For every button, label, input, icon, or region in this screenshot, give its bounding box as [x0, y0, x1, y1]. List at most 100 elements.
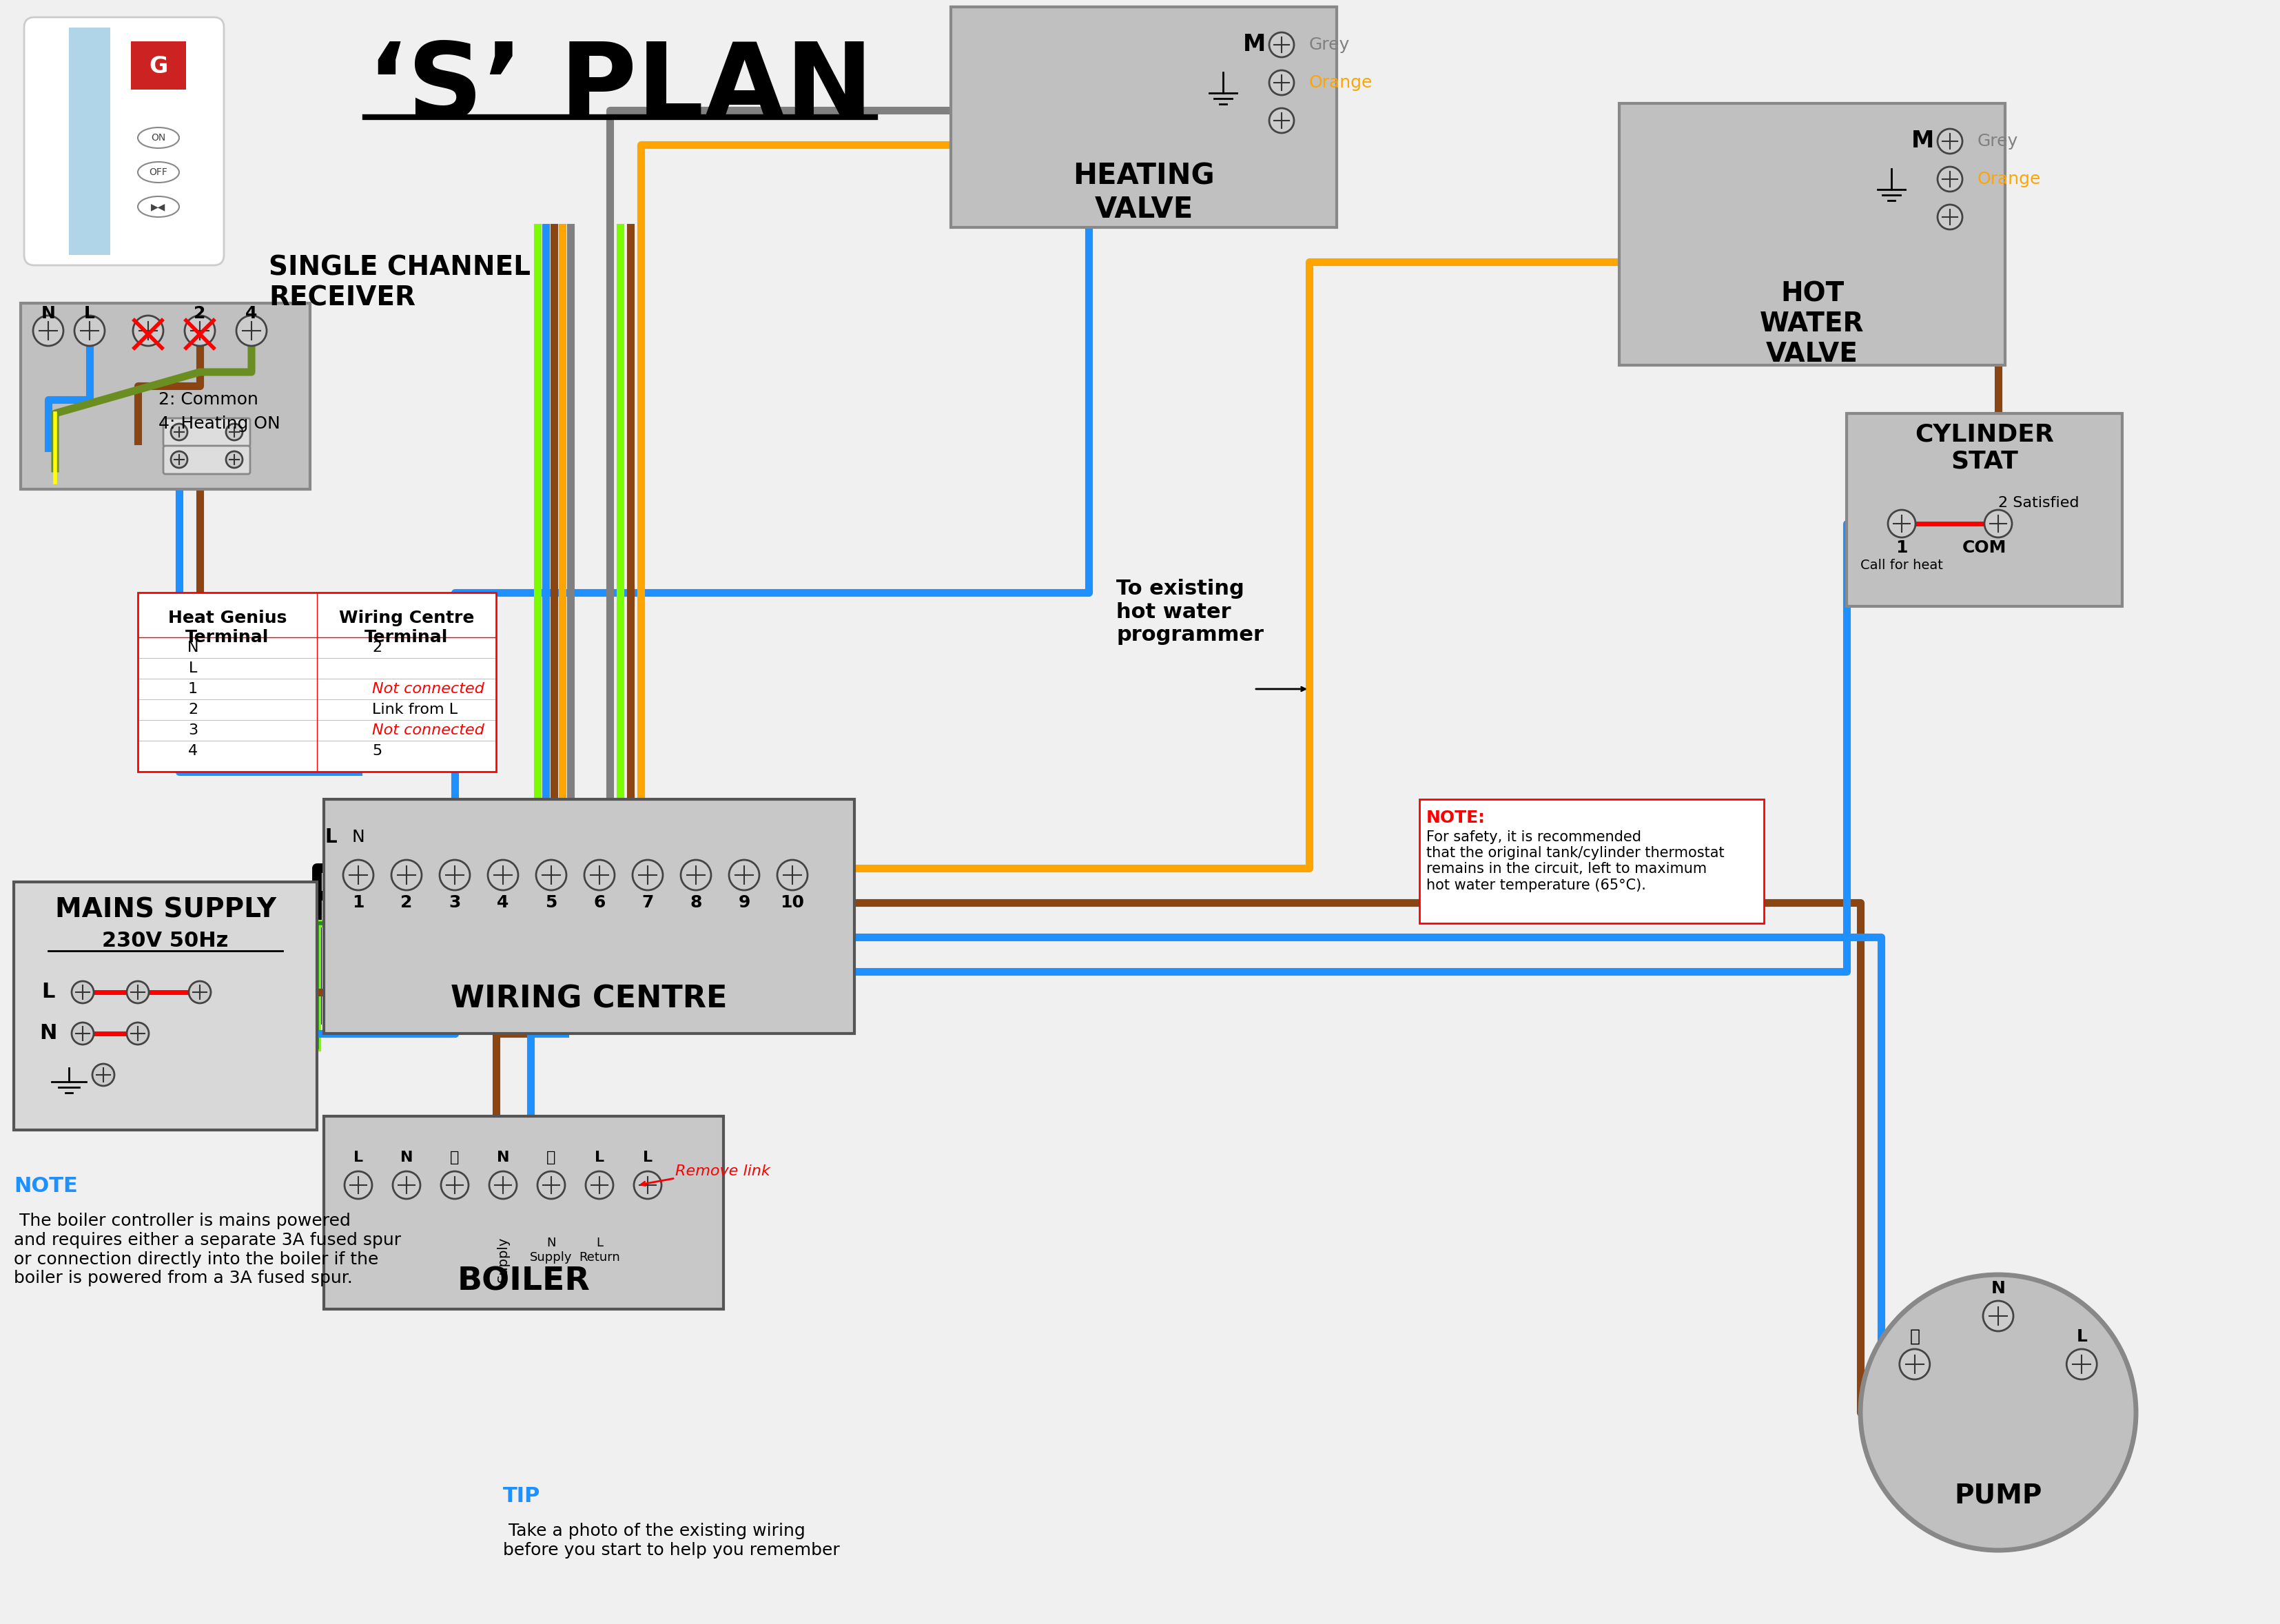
Text: 2: Common: 2: Common: [160, 391, 258, 408]
Text: 10: 10: [780, 895, 805, 911]
Circle shape: [392, 1171, 420, 1199]
Text: Link from L: Link from L: [372, 703, 458, 716]
Circle shape: [586, 1171, 613, 1199]
Text: L
Return: L Return: [579, 1237, 620, 1263]
Text: ▶◀: ▶◀: [150, 201, 166, 211]
Text: N: N: [401, 1151, 413, 1164]
Circle shape: [128, 981, 148, 1004]
Circle shape: [1938, 128, 1963, 154]
Text: Grey: Grey: [1309, 36, 1350, 54]
Circle shape: [71, 1023, 93, 1044]
Text: Not connected: Not connected: [372, 723, 483, 737]
Text: The boiler controller is mains powered
and requires either a separate 3A fused s: The boiler controller is mains powered a…: [14, 1213, 401, 1286]
Text: L: L: [643, 1151, 652, 1164]
Circle shape: [1984, 510, 2011, 538]
Circle shape: [1899, 1350, 1929, 1379]
Circle shape: [34, 315, 64, 346]
Text: L: L: [84, 305, 96, 322]
Text: L: L: [41, 983, 55, 1002]
Text: L: L: [2077, 1328, 2086, 1345]
Circle shape: [1938, 167, 1963, 192]
Text: Not connected: Not connected: [372, 682, 483, 697]
Text: WIRING CENTRE: WIRING CENTRE: [451, 984, 727, 1013]
Circle shape: [490, 1171, 518, 1199]
Circle shape: [342, 859, 374, 890]
Circle shape: [538, 1171, 565, 1199]
Circle shape: [536, 859, 565, 890]
Text: N: N: [39, 1023, 57, 1044]
Text: 2: 2: [194, 305, 205, 322]
Text: 4: 4: [497, 895, 508, 911]
Text: L: L: [353, 1151, 363, 1164]
Text: L: L: [595, 1151, 604, 1164]
Text: 4: Heating ON: 4: Heating ON: [160, 416, 280, 432]
Circle shape: [226, 451, 242, 468]
Text: 2: 2: [401, 895, 413, 911]
Circle shape: [1270, 32, 1295, 57]
Text: L: L: [189, 661, 196, 676]
Circle shape: [171, 424, 187, 440]
Text: N: N: [351, 828, 365, 846]
Circle shape: [128, 1023, 148, 1044]
Circle shape: [132, 315, 164, 346]
FancyBboxPatch shape: [34, 24, 235, 273]
Text: ⏚: ⏚: [1908, 1328, 1920, 1345]
Text: 4: 4: [187, 744, 198, 758]
Text: SINGLE CHANNEL
RECEIVER: SINGLE CHANNEL RECEIVER: [269, 255, 531, 312]
Bar: [1619, 104, 2004, 365]
Circle shape: [584, 859, 616, 890]
Text: Heat Genius
Terminal: Heat Genius Terminal: [169, 609, 287, 645]
Bar: [324, 1116, 723, 1309]
Text: BOILER: BOILER: [458, 1267, 591, 1298]
Text: HEATING
VALVE: HEATING VALVE: [1074, 162, 1215, 224]
Text: 2 Satisfied: 2 Satisfied: [1997, 495, 2079, 510]
Text: Take a photo of the existing wiring
before you start to help you remember: Take a photo of the existing wiring befo…: [504, 1523, 839, 1559]
Text: Remove link: Remove link: [675, 1164, 771, 1177]
Text: N: N: [41, 305, 55, 322]
Circle shape: [1888, 510, 1915, 538]
Text: 2: 2: [187, 703, 198, 716]
Circle shape: [632, 859, 663, 890]
Text: 3: 3: [449, 895, 461, 911]
Circle shape: [440, 859, 470, 890]
Text: 6: 6: [593, 895, 606, 911]
Circle shape: [185, 315, 214, 346]
Circle shape: [189, 981, 210, 1004]
Bar: [130, 41, 187, 89]
Circle shape: [1270, 70, 1295, 96]
Text: L: L: [324, 828, 337, 846]
Bar: [68, 28, 109, 255]
FancyBboxPatch shape: [164, 447, 251, 474]
Circle shape: [75, 315, 105, 346]
Text: NOTE: NOTE: [14, 1176, 78, 1197]
Circle shape: [171, 451, 187, 468]
FancyBboxPatch shape: [25, 18, 223, 265]
Text: 7: 7: [641, 895, 654, 911]
Text: 2: 2: [372, 641, 381, 654]
Text: M: M: [1243, 34, 1265, 57]
Circle shape: [1984, 1301, 2013, 1332]
Bar: [1420, 799, 1765, 924]
Text: 8: 8: [691, 895, 702, 911]
Text: N: N: [497, 1151, 508, 1164]
Text: 5: 5: [372, 744, 381, 758]
Text: ⏚: ⏚: [449, 1151, 458, 1164]
Text: Wiring Centre
Terminal: Wiring Centre Terminal: [340, 609, 474, 645]
Circle shape: [488, 859, 518, 890]
Ellipse shape: [137, 162, 180, 182]
Text: 3: 3: [187, 723, 198, 737]
Text: Call for heat: Call for heat: [1860, 559, 1943, 572]
Text: COM: COM: [1963, 539, 2006, 555]
Text: TIP: TIP: [504, 1486, 540, 1505]
Text: To existing
hot water
programmer: To existing hot water programmer: [1117, 578, 1263, 645]
Text: CYLINDER
STAT: CYLINDER STAT: [1915, 422, 2054, 473]
Circle shape: [730, 859, 759, 890]
Bar: [14, 882, 317, 1130]
Circle shape: [2066, 1350, 2098, 1379]
Bar: [21, 304, 310, 489]
Bar: [137, 593, 497, 771]
Bar: [951, 6, 1336, 227]
Text: OFF: OFF: [148, 167, 169, 177]
Text: G: G: [148, 55, 169, 78]
Text: Orange: Orange: [1977, 171, 2041, 187]
